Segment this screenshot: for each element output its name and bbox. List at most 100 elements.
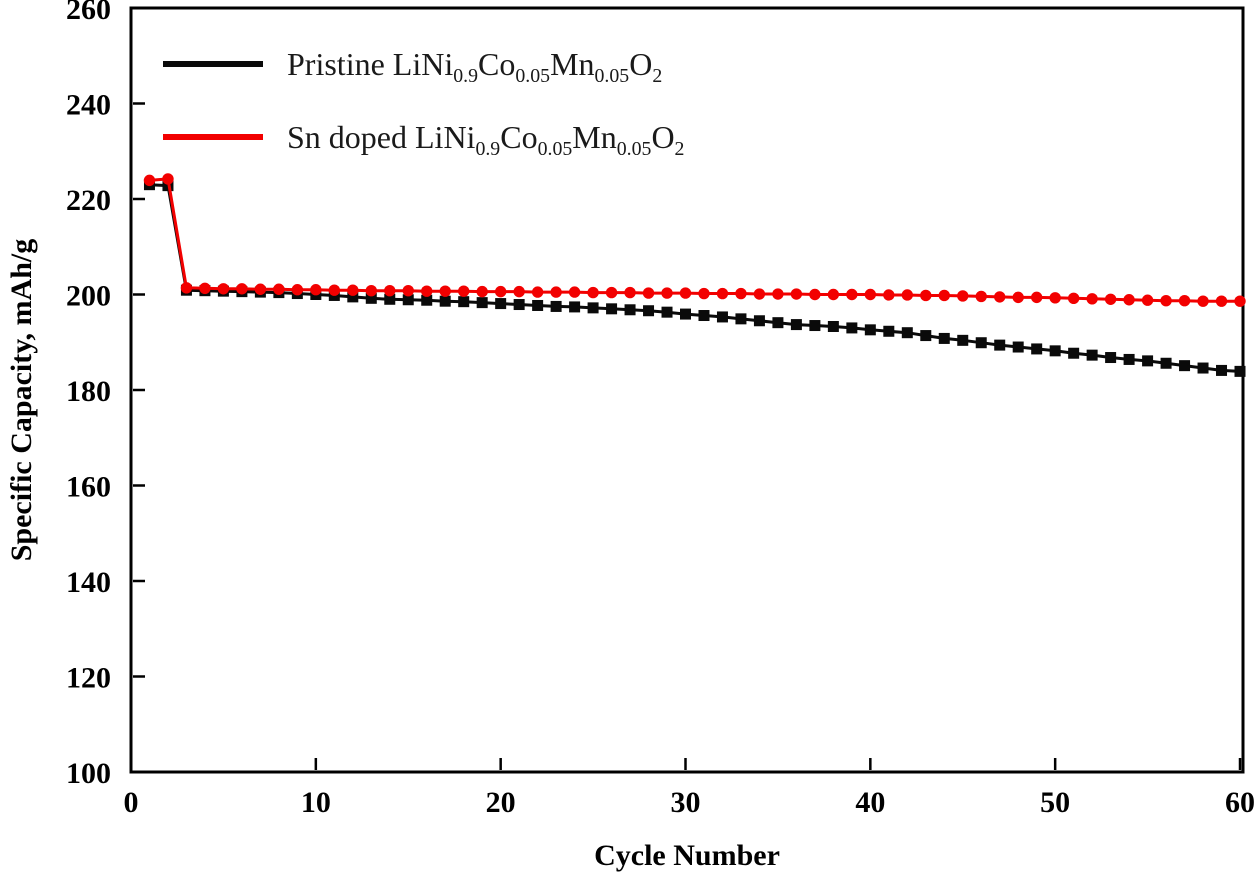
legend-label-text: Pristine LiNi <box>287 46 454 82</box>
data-point-sn-doped-cycle-9 <box>291 284 304 296</box>
data-point-sn-doped-cycle-41 <box>883 289 895 301</box>
data-point-pristine-cycle-34 <box>753 315 765 327</box>
data-point-sn-doped-cycle-16 <box>421 285 433 297</box>
data-point-sn-doped-cycle-43 <box>920 289 932 302</box>
legend: Pristine LiNi0.9Co0.05Mn0.05O2 Sn doped … <box>163 38 684 163</box>
data-point-sn-doped-cycle-35 <box>772 288 784 300</box>
data-point-sn-doped-cycle-5 <box>217 283 230 295</box>
y-tick-label-140: 140 <box>66 566 111 599</box>
data-point-pristine-cycle-49 <box>1031 343 1043 355</box>
data-point-pristine-cycle-50 <box>1049 345 1061 357</box>
y-tick-label-100: 100 <box>66 757 111 790</box>
data-point-sn-doped-cycle-8 <box>273 283 285 295</box>
data-point-pristine-cycle-51 <box>1068 347 1080 359</box>
data-point-sn-doped-cycle-56 <box>1160 295 1172 307</box>
legend-label-text: Co <box>500 119 538 155</box>
legend-line-sample-sn-doped <box>163 134 263 140</box>
data-point-sn-doped-cycle-48 <box>1012 291 1024 304</box>
x-tick-label-50: 50 <box>1040 786 1070 819</box>
data-point-pristine-cycle-22 <box>532 299 544 311</box>
data-point-sn-doped-cycle-22 <box>531 286 544 298</box>
data-point-sn-doped-cycle-53 <box>1104 293 1117 305</box>
x-tick-label-60: 60 <box>1225 786 1255 819</box>
data-point-pristine-cycle-38 <box>827 320 839 332</box>
data-point-sn-doped-cycle-36 <box>790 288 803 300</box>
data-point-pristine-cycle-48 <box>1012 341 1024 353</box>
data-point-pristine-cycle-35 <box>772 317 784 329</box>
data-point-pristine-cycle-54 <box>1123 353 1135 365</box>
data-point-sn-doped-cycle-15 <box>402 284 414 297</box>
data-point-sn-doped-cycle-44 <box>938 289 950 302</box>
data-point-sn-doped-cycle-28 <box>642 287 655 299</box>
data-point-sn-doped-cycle-1 <box>143 174 156 187</box>
data-point-pristine-cycle-59 <box>1216 364 1228 376</box>
data-point-pristine-cycle-21 <box>513 299 525 311</box>
x-tick-label-20: 20 <box>486 786 516 819</box>
data-point-pristine-cycle-53 <box>1105 352 1117 364</box>
data-point-sn-doped-cycle-37 <box>809 288 821 301</box>
legend-item-sn-doped: Sn doped LiNi0.9Co0.05Mn0.05O2 <box>163 111 684 163</box>
data-point-sn-doped-cycle-19 <box>476 285 488 298</box>
data-point-pristine-cycle-29 <box>661 306 673 318</box>
data-point-pristine-cycle-14 <box>384 293 396 305</box>
data-point-sn-doped-cycle-50 <box>1049 292 1061 304</box>
legend-label-subscript: 2 <box>652 64 663 87</box>
data-point-pristine-cycle-60 <box>1234 365 1246 377</box>
data-point-pristine-cycle-13 <box>365 292 377 304</box>
data-point-sn-doped-cycle-14 <box>384 284 396 297</box>
data-point-pristine-cycle-46 <box>975 337 987 349</box>
data-point-pristine-cycle-17 <box>439 295 451 307</box>
y-tick-label-180: 180 <box>66 375 111 408</box>
legend-line-sample-pristine <box>163 61 263 67</box>
data-point-pristine-cycle-16 <box>421 294 433 306</box>
data-point-pristine-cycle-24 <box>569 301 581 313</box>
data-point-sn-doped-cycle-18 <box>458 285 470 297</box>
series-line-sn-doped <box>149 177 1240 303</box>
legend-label-subscript: 2 <box>674 137 685 160</box>
legend-label-text: O <box>651 119 675 155</box>
legend-label-subscript: 0.05 <box>594 64 630 87</box>
data-point-sn-doped-cycle-20 <box>494 285 507 298</box>
data-point-sn-doped-cycle-11 <box>328 284 341 296</box>
data-point-pristine-cycle-12 <box>347 291 359 303</box>
data-point-sn-doped-cycle-55 <box>1141 294 1154 306</box>
legend-label-text: Co <box>478 46 516 82</box>
data-point-pristine-cycle-20 <box>495 298 507 310</box>
data-point-pristine-cycle-55 <box>1142 355 1154 367</box>
data-point-sn-doped-cycle-7 <box>254 283 267 295</box>
data-point-sn-doped-cycle-40 <box>864 288 877 301</box>
data-point-sn-doped-cycle-21 <box>513 285 525 298</box>
data-point-sn-doped-cycle-42 <box>901 289 913 301</box>
data-point-sn-doped-cycle-49 <box>1030 291 1043 304</box>
data-point-pristine-cycle-28 <box>643 305 655 317</box>
legend-item-pristine: Pristine LiNi0.9Co0.05Mn0.05O2 <box>163 38 684 90</box>
legend-label-subscript: 0.9 <box>453 64 479 87</box>
data-point-sn-doped-cycle-54 <box>1123 294 1135 306</box>
series-line-pristine <box>149 183 1241 373</box>
data-point-pristine-cycle-26 <box>606 303 618 315</box>
data-point-pristine-cycle-41 <box>883 325 895 337</box>
y-tick-label-120: 120 <box>66 662 111 695</box>
legend-label-text: Sn doped LiNi <box>287 119 476 155</box>
data-point-pristine-cycle-58 <box>1197 362 1209 374</box>
data-point-pristine-cycle-27 <box>624 304 636 316</box>
data-point-sn-doped-cycle-45 <box>957 290 969 302</box>
data-point-pristine-cycle-57 <box>1179 360 1191 372</box>
data-point-sn-doped-cycle-32 <box>716 287 729 300</box>
data-point-sn-doped-cycle-3 <box>180 282 193 294</box>
x-tick-label-40: 40 <box>855 786 885 819</box>
x-axis-title: Cycle Number <box>594 839 780 872</box>
y-tick-label-240: 240 <box>66 89 111 122</box>
data-point-pristine-cycle-18 <box>458 296 470 308</box>
legend-label-text: Mn <box>550 46 595 82</box>
data-point-sn-doped-cycle-33 <box>735 287 747 300</box>
data-point-sn-doped-cycle-13 <box>365 284 377 297</box>
data-point-pristine-cycle-47 <box>994 339 1006 351</box>
y-tick-label-220: 220 <box>66 184 111 217</box>
data-point-pristine-cycle-30 <box>680 308 691 320</box>
data-point-sn-doped-cycle-29 <box>661 287 673 299</box>
data-point-sn-doped-cycle-59 <box>1215 295 1228 307</box>
legend-label-subscript: 0.05 <box>616 137 652 160</box>
data-point-sn-doped-cycle-57 <box>1178 295 1191 307</box>
